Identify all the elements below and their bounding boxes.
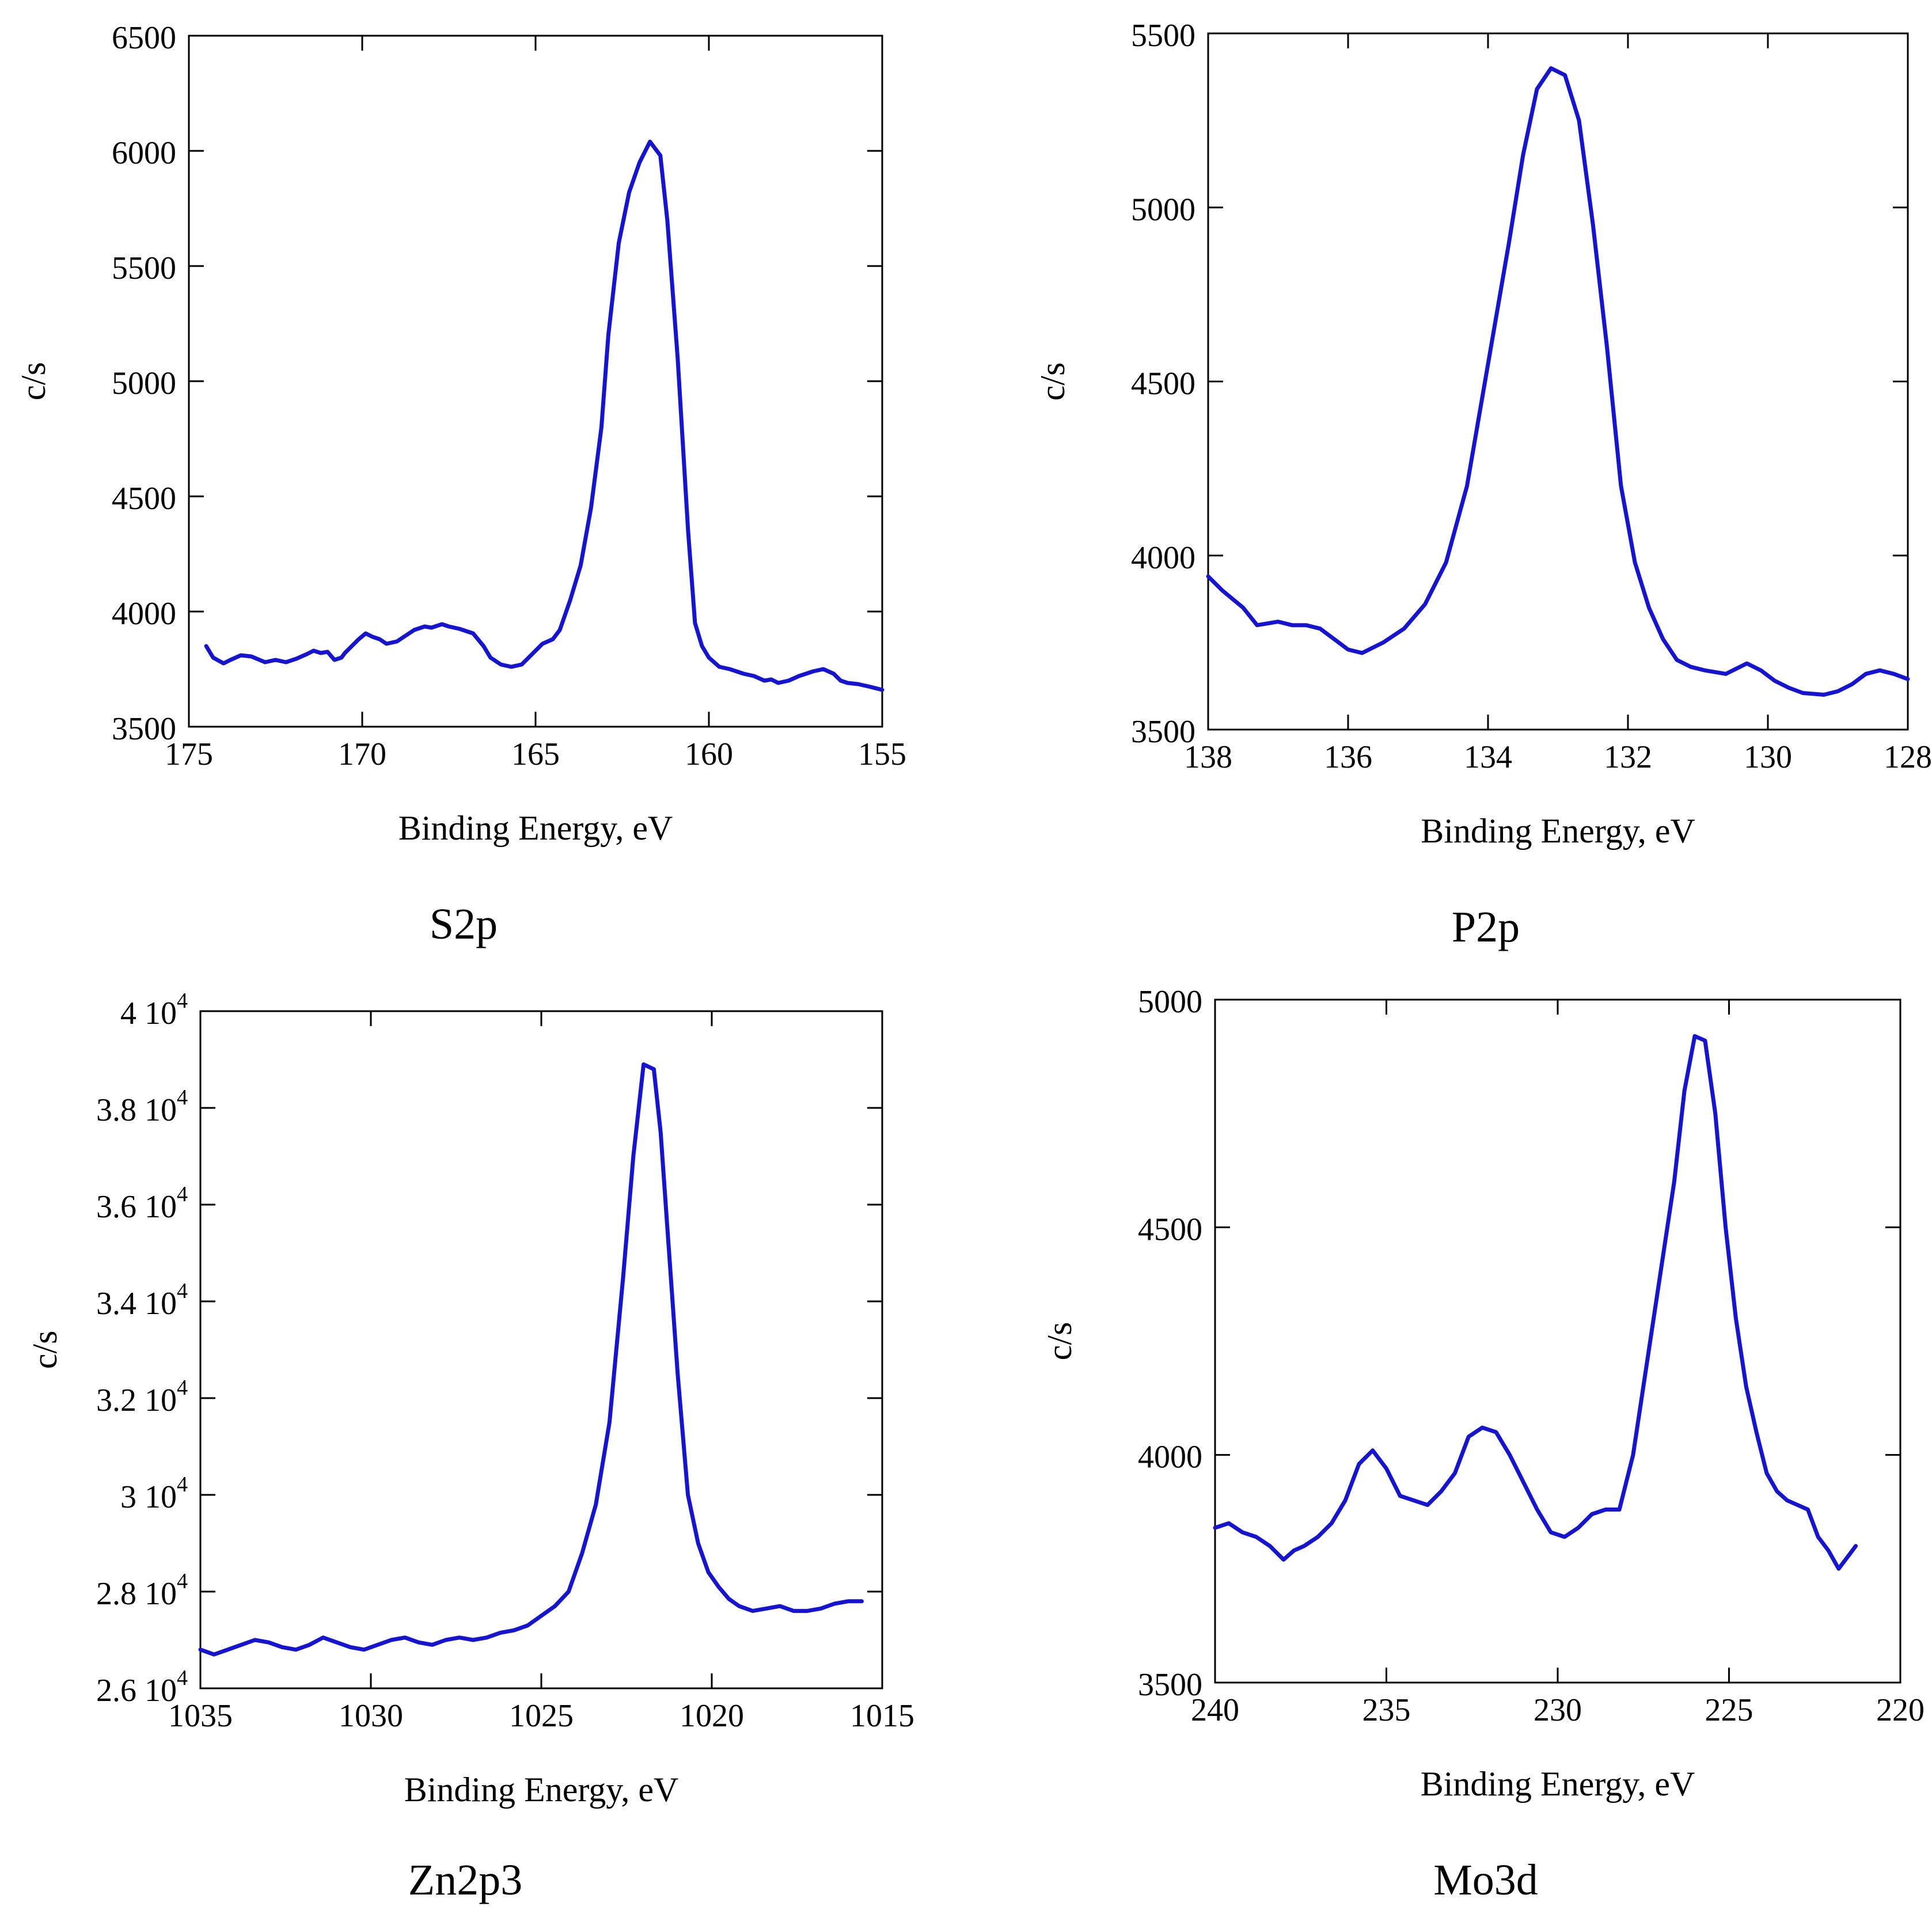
chart-2-series-line [1206, 66, 1910, 697]
chart-1-y-tick-label-3500: 3500 [112, 711, 176, 747]
chart-3-x-tick-label-1030: 1030 [339, 1698, 403, 1734]
chart-3-y-tick-exponent: 4 [177, 1569, 188, 1593]
chart-1-x-tick-label-160: 160 [685, 736, 733, 772]
chart-4-x-tick-label-240: 240 [1191, 1692, 1239, 1728]
chart-3-x-axis-label: Binding Energy, eV [404, 1771, 679, 1809]
chart-2-y-tick-label-3500: 3500 [1131, 714, 1195, 750]
chart-3-plot-frame [199, 1010, 883, 1689]
chart-3-y-tick-exponent: 4 [177, 1279, 188, 1303]
chart-1-y-tick-label-5500: 5500 [112, 250, 176, 286]
chart-3-y-tick-label-3-10: 3 104 [120, 1472, 188, 1515]
chart-2-x-tick-label-130: 130 [1744, 739, 1792, 775]
chart-4-plot-frame [1214, 998, 1901, 1684]
chart-1-x-tick-label-175: 175 [165, 736, 213, 772]
chart-3-x-tick-label-1035: 1035 [168, 1698, 233, 1734]
chart-3-y-tick-label-3-8-10: 3.8 104 [96, 1085, 188, 1128]
chart-4-title: Mo3d [1433, 1856, 1538, 1904]
chart-3-y-tick-exponent: 4 [177, 1472, 188, 1497]
chart-1-y-tick-label-6500: 6500 [112, 20, 176, 56]
chart-4-series-line [1213, 1034, 1858, 1571]
chart-2-x-tick-label-136: 136 [1324, 739, 1372, 775]
chart-3-y-tick-label-3-4-10: 3.4 104 [96, 1279, 188, 1322]
panel-s2p: 175 170 165 160 155 3500 4000 4500 5000 5500 6000 6… [14, 20, 906, 948]
chart-3-y-tick-label-2-6-10: 2.6 104 [96, 1666, 188, 1708]
chart-3-y-tick-exponent: 4 [177, 989, 188, 1013]
chart-3-y-tick-label-2-8-10: 2.8 104 [96, 1569, 188, 1612]
chart-3-y-tick-exponent: 4 [177, 1666, 188, 1690]
panel-zn2p3: 1035 1030 1025 1020 1015 2.6 104 2.8 104 3 104 3… [26, 989, 914, 1904]
chart-4-y-tick-label-4500: 4500 [1138, 1212, 1202, 1247]
chart-4-y-axis-label: c/s [1041, 1322, 1079, 1361]
chart-1-y-tick-label-5000: 5000 [112, 366, 176, 401]
chart-1-y-tick-label-4500: 4500 [112, 481, 176, 517]
chart-3-x-tick-label-1020: 1020 [680, 1698, 744, 1734]
chart-4-x-tick-label-230: 230 [1534, 1692, 1582, 1728]
panel-mo3d: 240 235 230 225 220 3500 4000 4500 5000 Binding E… [1041, 984, 1925, 1904]
panel-p2p: 138 136 134 132 130 128 3500 4000 4500 5000 5500 Bi… [1034, 18, 1932, 951]
chart-3-x-tick-label-1015: 1015 [850, 1698, 914, 1734]
chart-3-x-tick-label-1025: 1025 [509, 1698, 574, 1734]
chart-4-y-tick-label-4000: 4000 [1138, 1440, 1202, 1475]
chart-2-y-tick-label-4000: 4000 [1131, 540, 1195, 576]
chart-1-x-tick-label-170: 170 [338, 736, 386, 772]
chart-2-x-axis-label: Binding Energy, eV [1421, 812, 1695, 850]
chart-3-y-tick-label-3-6-10: 3.6 104 [96, 1182, 188, 1225]
chart-4-y-tick-label-5000: 5000 [1138, 984, 1202, 1020]
chart-3-title: Zn2p3 [408, 1856, 522, 1904]
chart-3-y-axis-label: c/s [26, 1331, 64, 1369]
chart-1-title: S2p [430, 900, 498, 948]
chart-2-x-tick-label-134: 134 [1464, 739, 1512, 775]
chart-3-y-tick-exponent: 4 [177, 1376, 188, 1400]
chart-4-y-tick-label-3500: 3500 [1138, 1667, 1202, 1703]
chart-1-x-tick-label-165: 165 [511, 736, 560, 772]
chart-3-y-tick-exponent: 4 [177, 1182, 188, 1206]
chart-2-x-tick-label-128: 128 [1884, 739, 1932, 775]
chart-4-x-tick-label-225: 225 [1705, 1692, 1753, 1728]
chart-4-x-axis-label: Binding Energy, eV [1421, 1765, 1695, 1803]
chart-4-x-tick-label-235: 235 [1362, 1692, 1411, 1728]
chart-3-y-tick-label-3-2-10: 3.2 104 [96, 1376, 188, 1418]
chart-1-y-axis-label: c/s [14, 362, 52, 401]
chart-3-y-tick-exponent: 4 [177, 1085, 188, 1110]
chart-1-plot-frame [188, 35, 883, 728]
chart-2-x-tick-label-138: 138 [1184, 739, 1232, 775]
chart-1-y-tick-label-6000: 6000 [112, 135, 176, 171]
chart-3-series-line [198, 1062, 864, 1657]
chart-1-x-axis-label: Binding Energy, eV [398, 809, 673, 847]
chart-1-x-tick-label-155: 155 [858, 736, 906, 772]
chart-2-title: P2p [1452, 903, 1520, 951]
chart-2-y-tick-label-5500: 5500 [1131, 18, 1195, 54]
chart-2-y-tick-label-5000: 5000 [1131, 192, 1195, 227]
chart-1-series-line [204, 139, 885, 692]
chart-4-x-tick-label-220: 220 [1876, 1692, 1925, 1728]
chart-2-x-tick-label-132: 132 [1604, 739, 1652, 775]
chart-3-y-tick-label-4-10: 4 104 [120, 989, 188, 1031]
chart-2-y-tick-label-4500: 4500 [1131, 366, 1195, 402]
chart-1-y-tick-label-4000: 4000 [112, 596, 176, 632]
chart-2-y-axis-label: c/s [1034, 362, 1072, 401]
